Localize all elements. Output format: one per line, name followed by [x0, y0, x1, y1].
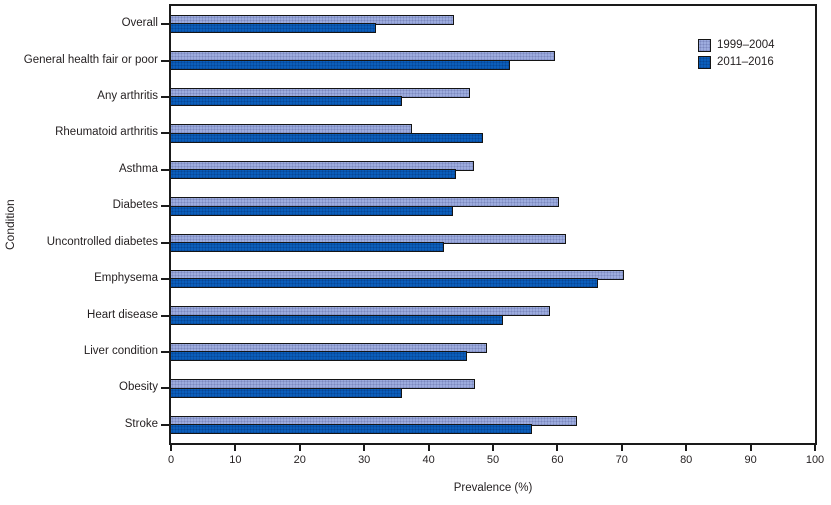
bar-2011-2016: [171, 314, 503, 325]
y-tick-mark: [161, 351, 169, 353]
legend-label: 1999–2004: [717, 39, 775, 51]
bar-2011-2016: [171, 205, 454, 216]
x-tick-mark: [363, 445, 366, 451]
y-tick-mark: [161, 23, 169, 26]
bar-2011-2016: [171, 59, 511, 70]
x-tick-mark: [492, 445, 494, 451]
category-row: Obesity: [119, 370, 815, 406]
x-tick-mark: [234, 445, 237, 451]
x-tick-mark: [298, 445, 301, 451]
legend-swatch: [698, 56, 711, 70]
bar-2011-2016: [171, 278, 598, 289]
bar-2011-2016: [171, 424, 532, 435]
x-tick-label: 10: [229, 454, 242, 466]
x-tick-mark: [749, 445, 752, 451]
category-label: Rheumatoid arthritis: [55, 126, 158, 139]
bar-2011-2016: [171, 23, 377, 34]
y-tick-mark: [161, 423, 169, 426]
legend: 1999–2004 2011–2016: [698, 39, 775, 73]
y-axis-title: Condition: [2, 199, 17, 250]
category-row: General health fair or poor: [24, 42, 815, 78]
x-tick-mark: [556, 445, 559, 451]
legend-item: 1999–2004: [698, 39, 775, 53]
category-row: Liver condition: [84, 334, 815, 370]
x-axis: 0 10 20 30 40 50 60 70 80 90 100: [167, 445, 824, 475]
category-row: Emphysema: [94, 261, 815, 297]
category-label: Stroke: [124, 417, 158, 430]
legend-label: 2011–2016: [717, 55, 774, 68]
bar-2011-2016: [171, 169, 456, 180]
x-tick-mark: [814, 445, 816, 451]
x-tick-mark: [427, 445, 430, 451]
x-axis-title: Prevalence (%): [453, 482, 533, 494]
category-label: Heart disease: [87, 308, 158, 321]
plot-area: Overall General health fair or poor Any ar…: [24, 4, 817, 445]
y-tick-mark: [161, 314, 169, 317]
x-tick-label: 40: [422, 454, 435, 466]
category-row: Stroke: [125, 407, 815, 443]
y-tick-mark: [161, 205, 169, 208]
y-tick-mark: [161, 387, 169, 390]
y-tick-mark: [161, 132, 169, 135]
category-row: Rheumatoid arthritis: [55, 115, 815, 151]
category-row: Overall: [122, 6, 815, 42]
category-row: Heart disease: [87, 297, 815, 333]
bar-2011-2016: [171, 241, 445, 252]
category-label: Obesity: [119, 381, 158, 394]
category-row: Diabetes: [113, 188, 815, 224]
category-label: Asthma: [119, 162, 158, 175]
category-row: Uncontrolled diabetes: [47, 225, 815, 261]
category-label: Overall: [121, 17, 158, 30]
bar-2011-2016: [171, 351, 468, 362]
category-row: Asthma: [119, 152, 815, 188]
x-tick-label: 20: [293, 454, 306, 466]
x-tick-mark: [685, 445, 688, 451]
y-tick-mark: [161, 241, 169, 244]
category-row: Any arthritis: [97, 79, 815, 115]
bar-2011-2016: [171, 96, 403, 107]
x-tick-label: 50: [486, 454, 500, 466]
x-tick-label: 30: [358, 454, 371, 466]
y-tick-mark: [161, 59, 169, 62]
x-tick-label: 80: [680, 454, 693, 466]
legend-swatch: [698, 39, 711, 53]
category-label: Diabetes: [112, 199, 158, 212]
x-tick-label: 100: [805, 454, 825, 466]
bar-rows: Overall General health fair or poor Any ar…: [24, 6, 815, 443]
x-tick-label: 60: [551, 454, 564, 466]
category-label: Any arthritis: [97, 90, 158, 103]
bar-2011-2016: [171, 387, 402, 398]
y-tick-mark: [161, 96, 169, 99]
x-tick-label: 70: [615, 454, 628, 466]
bar-2011-2016: [171, 132, 484, 143]
y-tick-mark: [161, 168, 169, 171]
x-tick-label: 0: [167, 454, 175, 466]
y-tick-mark: [161, 278, 169, 281]
x-tick-label: 90: [744, 454, 757, 466]
category-label: Uncontrolled diabetes: [46, 235, 158, 248]
category-label: Emphysema: [94, 272, 158, 285]
category-label: General health fair or poor: [23, 53, 158, 66]
x-tick-mark: [170, 445, 172, 451]
category-label: Liver condition: [83, 345, 158, 358]
legend-item: 2011–2016: [698, 56, 775, 70]
x-tick-mark: [620, 445, 623, 451]
